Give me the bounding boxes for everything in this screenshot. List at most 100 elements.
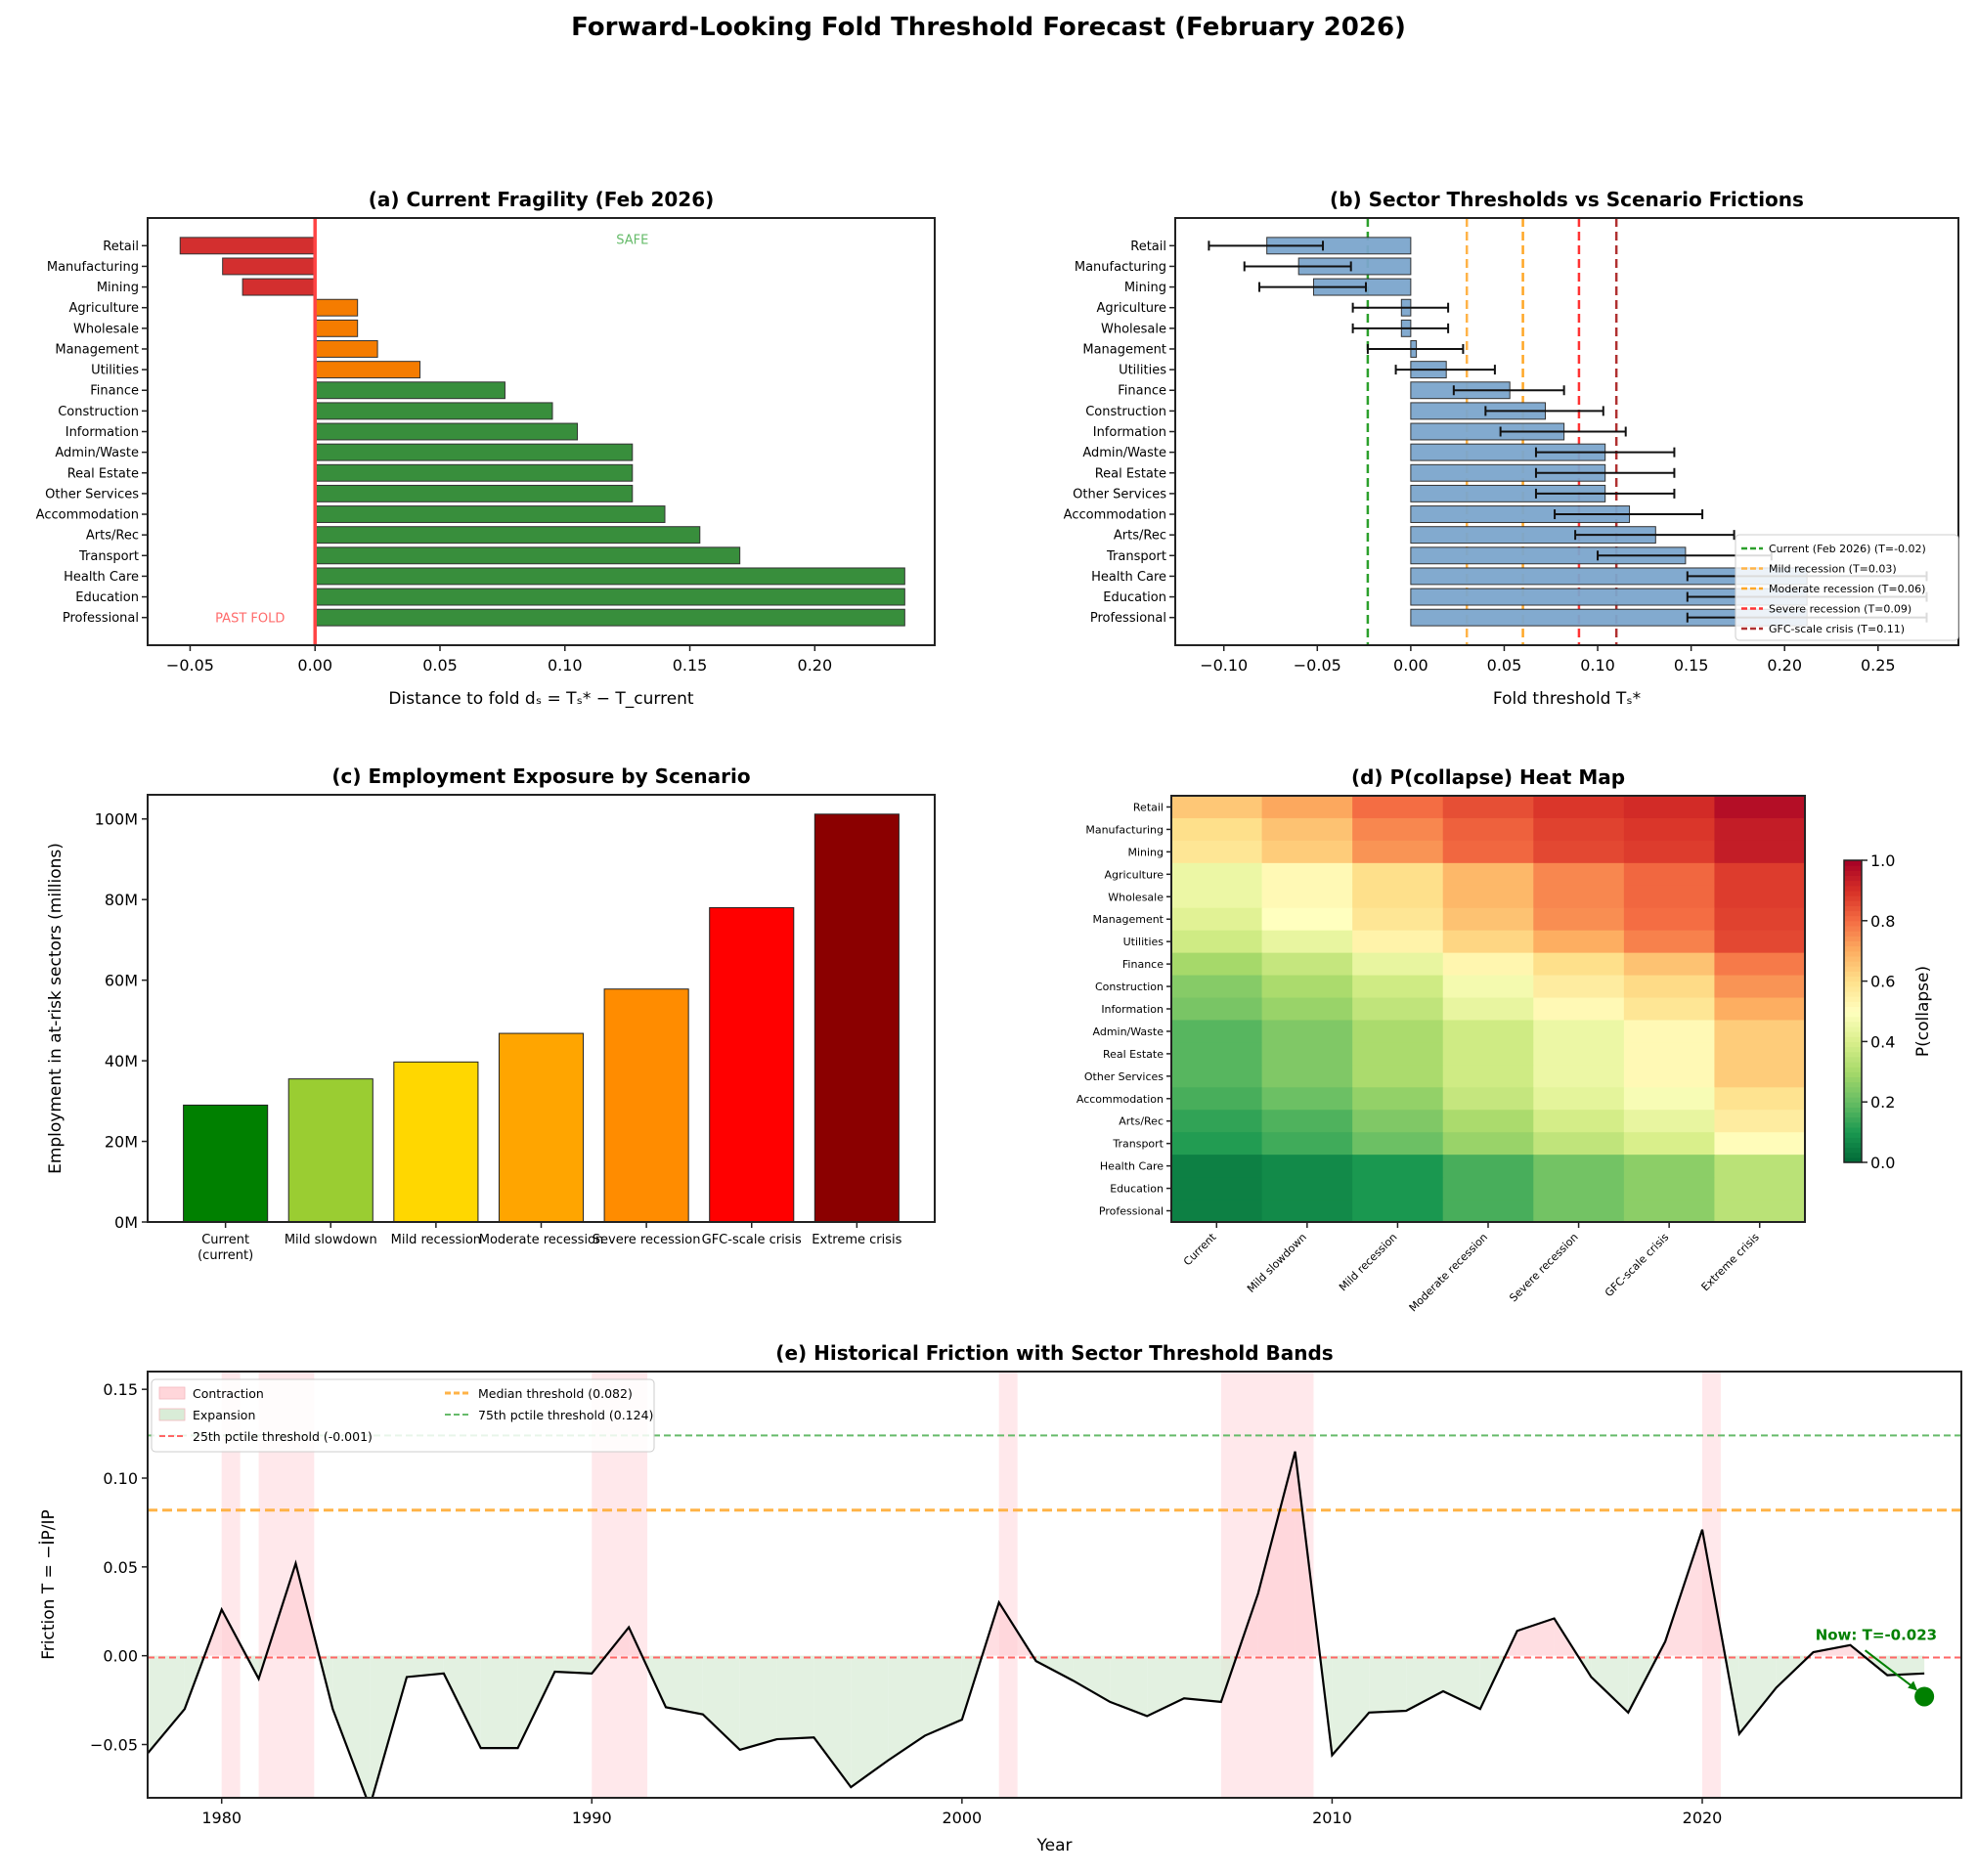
heatmap-cell xyxy=(1261,975,1353,999)
y-tick-label: 100M xyxy=(95,810,138,829)
y-tick-label: Management xyxy=(1093,913,1164,926)
heatmap-cell xyxy=(1623,885,1715,909)
colorbar-segment xyxy=(1844,1152,1862,1158)
heatmap-cell xyxy=(1352,1042,1444,1066)
y-tick-label: Transport xyxy=(1106,549,1166,564)
legend-label: Moderate recession (T=0.06) xyxy=(1769,583,1925,595)
y-tick-label: Health Care xyxy=(1091,570,1166,585)
heatmap-cell xyxy=(1261,1155,1353,1178)
colorbar-segment xyxy=(1844,945,1862,952)
colorbar-segment xyxy=(1844,1126,1862,1133)
y-tick-label: 0.15 xyxy=(103,1380,138,1399)
x-tick-label: 2020 xyxy=(1683,1809,1723,1827)
colorbar-segment xyxy=(1844,1062,1862,1068)
x-tick-label: Current (current) xyxy=(198,1233,253,1263)
axes-frame xyxy=(147,794,936,1223)
colorbar-segment xyxy=(1844,1041,1862,1048)
expansion-fill xyxy=(480,1655,518,1749)
x-tick-label: Extreme crisis xyxy=(1699,1231,1762,1293)
colorbar-segment xyxy=(1844,1097,1862,1103)
bar xyxy=(314,298,359,317)
panel-title: (c) Employment Exposure by Scenario xyxy=(331,764,750,788)
x-tick-label: 2000 xyxy=(942,1809,982,1827)
y-tick-label: Real Estate xyxy=(1103,1048,1164,1061)
now-point xyxy=(1914,1686,1935,1707)
contraction-fill xyxy=(1665,1529,1702,1656)
heatmap-cell xyxy=(1533,997,1625,1021)
y-tick-label: Transport xyxy=(1112,1138,1164,1151)
heatmap-cell xyxy=(1442,1132,1534,1156)
heatmap-cell xyxy=(1533,907,1625,932)
legend-label: Median threshold (0.082) xyxy=(478,1386,633,1401)
now-annotation: Now: T=-0.023 xyxy=(1816,1626,1937,1643)
heatmap-cell xyxy=(1261,1200,1353,1223)
x-axis-label: Distance to fold dₛ = Tₛ* − T_current xyxy=(388,689,694,709)
heatmap-cell xyxy=(1171,930,1263,954)
expansion-fill xyxy=(517,1655,555,1749)
colorbar-segment xyxy=(1844,1116,1862,1123)
y-tick-label: Information xyxy=(1101,1003,1164,1016)
heatmap-cell xyxy=(1533,840,1625,864)
heatmap-cell xyxy=(1442,817,1534,842)
heatmap-cell xyxy=(1261,1065,1353,1088)
expansion-fill xyxy=(1035,1655,1074,1681)
heatmap-cell xyxy=(1714,907,1806,932)
panel-title: (e) Historical Friction with Sector Thre… xyxy=(775,1341,1333,1365)
heatmap-cell xyxy=(1171,1155,1263,1178)
colorbar-segment xyxy=(1844,1051,1862,1058)
expansion-fill xyxy=(1738,1655,1777,1734)
colorbar-segment xyxy=(1844,910,1862,917)
heatmap-cell xyxy=(1171,907,1263,932)
y-tick-label: Education xyxy=(1110,1183,1164,1196)
x-tick-label: 0.00 xyxy=(1393,656,1428,675)
x-tick-label: GFC-scale crisis xyxy=(702,1233,802,1247)
heatmap-cell xyxy=(1714,1065,1806,1088)
colorbar-segment xyxy=(1844,1112,1862,1118)
legend-swatch xyxy=(158,1408,186,1421)
expansion-fill xyxy=(702,1655,740,1750)
colorbar-segment xyxy=(1844,900,1862,906)
x-tick-label-line: Current xyxy=(201,1233,249,1247)
x-tick-label-line: Mild slowdown xyxy=(285,1233,377,1247)
y-tick-label: Accommodation xyxy=(1064,508,1166,523)
colorbar-segment xyxy=(1844,875,1862,882)
y-tick-label: Construction xyxy=(1085,405,1166,419)
x-tick-label: Mild slowdown xyxy=(1245,1231,1309,1295)
heatmap-cell xyxy=(1714,1042,1806,1066)
heatmap-cell xyxy=(1714,885,1806,909)
y-tick-label: Agriculture xyxy=(1105,868,1164,881)
colorbar-label: P(collapse) xyxy=(1913,966,1933,1057)
colorbar-segment xyxy=(1844,990,1862,997)
x-tick-label: 0.00 xyxy=(297,656,332,675)
bar xyxy=(314,422,579,441)
y-tick-label: Wholesale xyxy=(1101,322,1166,336)
colorbar-segment xyxy=(1844,955,1862,962)
legend-swatch xyxy=(158,1386,186,1400)
y-tick-label: Mining xyxy=(97,281,139,295)
colorbar-tick-label: 0.2 xyxy=(1870,1093,1895,1112)
x-tick-label: Moderate recession xyxy=(1407,1231,1491,1315)
y-tick-label: Health Care xyxy=(1100,1160,1164,1173)
axes-frame xyxy=(1174,217,1959,646)
axes-frame xyxy=(147,217,936,646)
x-axis-label: Fold threshold Tₛ* xyxy=(1493,689,1641,709)
heatmap-cell xyxy=(1352,952,1444,977)
heatmap-cell xyxy=(1623,1200,1715,1223)
expansion-fill xyxy=(813,1655,852,1788)
colorbar-segment xyxy=(1844,966,1862,972)
heatmap-cell xyxy=(1442,1065,1534,1088)
heatmap-cell xyxy=(1171,952,1263,977)
colorbar-segment xyxy=(1844,1071,1862,1078)
y-tick-label: Manufacturing xyxy=(47,260,139,275)
heatmap-cell xyxy=(1352,1065,1444,1088)
heatmap-cell xyxy=(1533,1042,1625,1066)
y-tick-label: Education xyxy=(75,590,139,605)
now-arrow xyxy=(1864,1649,1917,1691)
heatmap-cell xyxy=(1261,796,1353,819)
y-tick-label: Admin/Waste xyxy=(1093,1025,1164,1038)
colorbar-segment xyxy=(1844,981,1862,987)
heatmap-cell xyxy=(1714,862,1806,887)
y-tick-label: Agriculture xyxy=(69,301,140,316)
expansion-fill xyxy=(1369,1655,1407,1713)
x-tick-label: −0.05 xyxy=(166,656,214,675)
